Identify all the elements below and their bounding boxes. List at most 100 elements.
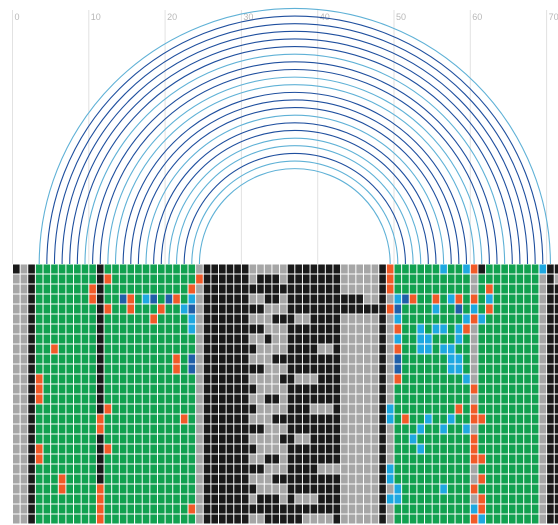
cell (196, 464, 203, 474)
cell (58, 384, 66, 394)
cell (470, 514, 478, 524)
cell (81, 294, 89, 304)
cell (356, 444, 363, 454)
cell (386, 384, 394, 394)
cell (425, 384, 432, 394)
cell (501, 294, 508, 304)
cell (310, 274, 318, 284)
cell (486, 514, 493, 524)
cell (234, 364, 241, 374)
cell (173, 394, 180, 404)
cell (28, 384, 35, 394)
cell (447, 444, 455, 454)
cell (341, 324, 348, 334)
cell (219, 284, 226, 294)
cell (51, 394, 58, 404)
cell (257, 334, 264, 344)
cell (501, 454, 508, 464)
cell (157, 274, 165, 284)
cell (394, 274, 402, 284)
cell (440, 294, 447, 304)
cell (463, 354, 470, 364)
cell (486, 484, 493, 494)
cell (287, 384, 295, 394)
cell (486, 314, 493, 324)
cell (493, 494, 501, 504)
cell (188, 464, 196, 474)
cell (379, 274, 386, 284)
cell (325, 314, 333, 324)
cell (447, 514, 455, 524)
cell (257, 514, 264, 524)
cell (150, 374, 157, 384)
cell (51, 404, 58, 414)
cell (272, 264, 280, 274)
cell (249, 304, 257, 314)
cell (272, 324, 280, 334)
cell (51, 294, 58, 304)
cell (219, 494, 226, 504)
cell (402, 414, 409, 424)
cell (348, 444, 356, 454)
cell (409, 504, 417, 514)
cell (432, 294, 440, 304)
cell (66, 324, 74, 334)
cell (280, 514, 287, 524)
cell (539, 314, 547, 324)
cell (96, 314, 104, 324)
cell (371, 284, 379, 294)
cell (74, 494, 81, 504)
cell (35, 354, 43, 364)
cell (219, 474, 226, 484)
cell (310, 444, 318, 454)
cell (363, 414, 371, 424)
arc-12 (130, 99, 460, 265)
cell (325, 414, 333, 424)
cell (43, 384, 51, 394)
cell (463, 344, 470, 354)
cell (539, 394, 547, 404)
cell (554, 474, 558, 484)
cell (226, 264, 234, 274)
cell (501, 424, 508, 434)
cell (295, 404, 302, 414)
cell (104, 394, 112, 404)
cell (318, 344, 325, 354)
cell (287, 344, 295, 354)
cell (28, 324, 35, 334)
arc-5 (76, 45, 513, 265)
cell (325, 494, 333, 504)
cell (493, 364, 501, 374)
cell (43, 424, 51, 434)
cell (486, 334, 493, 344)
cell (440, 404, 447, 414)
cell (96, 324, 104, 334)
cell (104, 454, 112, 464)
cell (455, 484, 463, 494)
cell (264, 374, 272, 384)
cell (226, 284, 234, 294)
cell (180, 474, 188, 484)
cell (150, 474, 157, 484)
cell (455, 454, 463, 464)
cell (58, 504, 66, 514)
cell (127, 374, 135, 384)
cell (295, 474, 302, 484)
cell (157, 464, 165, 474)
cell (287, 514, 295, 524)
cell (547, 284, 554, 294)
cell (226, 294, 234, 304)
cell (157, 294, 165, 304)
cell (501, 364, 508, 374)
cell (249, 394, 257, 404)
cell (81, 474, 89, 484)
cell (463, 334, 470, 344)
cell (394, 264, 402, 274)
cell (325, 464, 333, 474)
cell (463, 484, 470, 494)
cell (280, 434, 287, 444)
cell (409, 324, 417, 334)
cell (363, 304, 371, 314)
cell (104, 364, 112, 374)
cell (302, 404, 310, 414)
